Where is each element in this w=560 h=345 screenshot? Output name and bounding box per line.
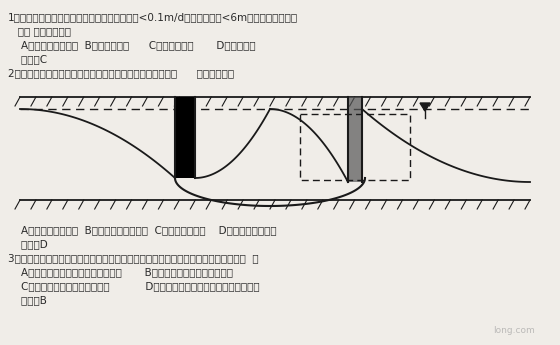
Text: A、明排井（坑）；  B、真空井点；      C、电渗井点；       D、大口井；: A、明排井（坑）； B、真空井点； C、电渗井点； D、大口井； — [8, 40, 255, 50]
Text: 答案：B: 答案：B — [8, 295, 47, 305]
Text: 答案：C: 答案：C — [8, 54, 47, 64]
Text: A、承压水完整井；  B、承压水非完整井；  C、潜水完整井；    D、潜水非完整井；: A、承压水完整井； B、承压水非完整井； C、潜水完整井； D、潜水非完整井； — [8, 225, 277, 235]
Text: 1、有一基坑的地下土质为粘性土，其渗透系数<0.1m/d；其降水深度<6m；此种基坑适宜采: 1、有一基坑的地下土质为粘性土，其渗透系数<0.1m/d；其降水深度<6m；此种… — [8, 12, 298, 22]
Text: long.com: long.com — [493, 326, 535, 335]
Text: C、在基坑周围采用拉锚护坡；           D、在基坑周围采用土钉墙的方法护坡；: C、在基坑周围采用拉锚护坡； D、在基坑周围采用土钉墙的方法护坡； — [8, 281, 260, 291]
Bar — [348, 97, 362, 182]
Text: 答案：D: 答案：D — [8, 239, 48, 249]
Polygon shape — [420, 103, 430, 111]
Text: A、在基坑周围打入钢筋砼灌注桩；       B、在基坑周围打入止水雉幕；: A、在基坑周围打入钢筋砼灌注桩； B、在基坑周围打入止水雉幕； — [8, 267, 233, 277]
Text: 2、根据《建筑基坑支护技术规程》中的规定，判断下图为（      ）类型的井？: 2、根据《建筑基坑支护技术规程》中的规定，判断下图为（ ）类型的井？ — [8, 68, 234, 78]
Bar — [175, 97, 195, 178]
Text: 用（ ）降水方法？: 用（ ）降水方法？ — [8, 26, 71, 36]
Text: 3、在基坑开挖中可以减缓或避免地下水的渗透变形和渗透破环施工中常采用的方法（  ）: 3、在基坑开挖中可以减缓或避免地下水的渗透变形和渗透破环施工中常采用的方法（ ） — [8, 253, 259, 263]
